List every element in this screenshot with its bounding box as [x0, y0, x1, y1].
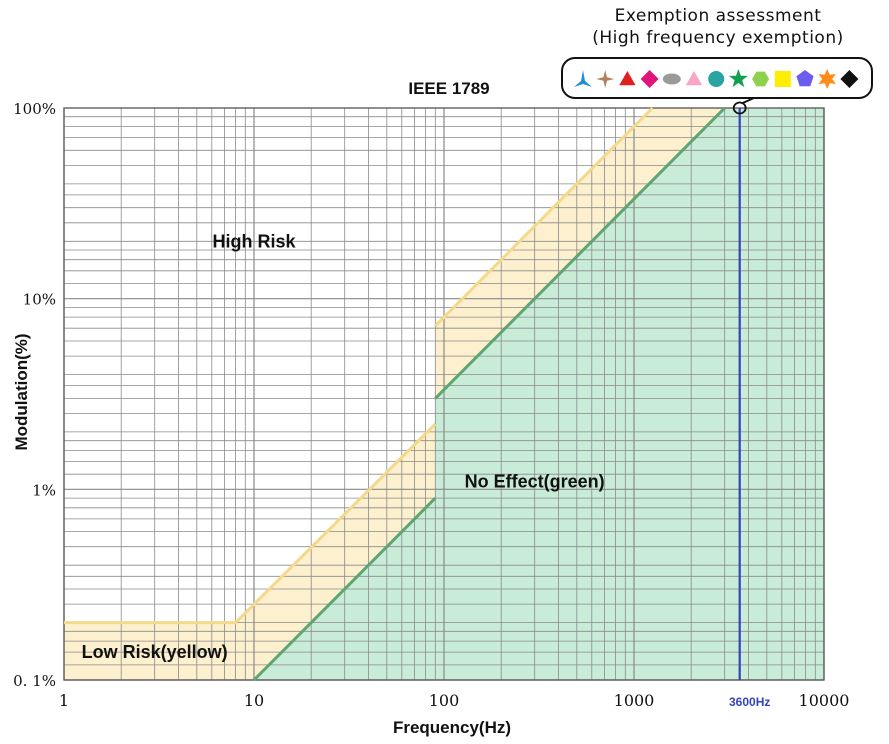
no-effect-boundary-line — [252, 497, 437, 682]
no-effect-boundary-line — [434, 106, 726, 400]
low-risk-label: Low Risk(yellow) — [82, 642, 228, 662]
circle-icon — [708, 71, 725, 87]
low-risk-boundary-line — [64, 422, 437, 625]
high-risk-label: High Risk — [212, 231, 296, 251]
x-axis-label: Frequency(Hz) — [393, 718, 511, 737]
square-icon — [774, 71, 791, 87]
x-tick-label: 1 — [59, 691, 69, 710]
plot-frame — [63, 107, 825, 681]
low-risk-boundary-line — [434, 106, 654, 327]
star-icon — [728, 69, 748, 88]
exemption-icons — [574, 69, 859, 89]
y-axis-label: Modulation(%) — [12, 333, 31, 450]
four-point-star-icon — [596, 70, 615, 88]
y-tick-label: 0. 1% — [13, 672, 56, 690]
x-tick-label: 1000 — [614, 691, 655, 710]
six-point-star-icon — [818, 69, 836, 89]
x-tick-label: 10 — [244, 691, 264, 710]
triangle-icon — [619, 71, 636, 86]
diamond-icon — [640, 70, 659, 88]
low-risk-area — [64, 108, 725, 680]
diamond-icon — [840, 70, 859, 88]
chart-title: IEEE 1789 — [408, 79, 489, 98]
no-effect-label: No Effect(green) — [465, 471, 605, 491]
tripod-icon — [574, 70, 592, 87]
pentagon-icon — [796, 70, 814, 87]
x-tick-label: 100 — [429, 691, 460, 710]
y-tick-label: 100% — [13, 100, 56, 118]
ellipse-icon — [662, 73, 681, 85]
exemption-icon-box — [561, 57, 873, 99]
no-effect-area — [254, 108, 824, 680]
reference-line-label: 3600Hz — [729, 695, 770, 709]
triangle-icon — [685, 71, 703, 86]
hexagon-icon — [752, 71, 770, 87]
exemption-title: Exemption assessment — [614, 6, 822, 26]
reference-marker-circle — [732, 101, 747, 115]
y-tick-label: 10% — [23, 291, 56, 309]
x-tick-label: 10000 — [799, 691, 850, 710]
exemption-subtitle: (High frequency exemption) — [592, 28, 844, 48]
y-tick-label: 1% — [32, 481, 56, 499]
